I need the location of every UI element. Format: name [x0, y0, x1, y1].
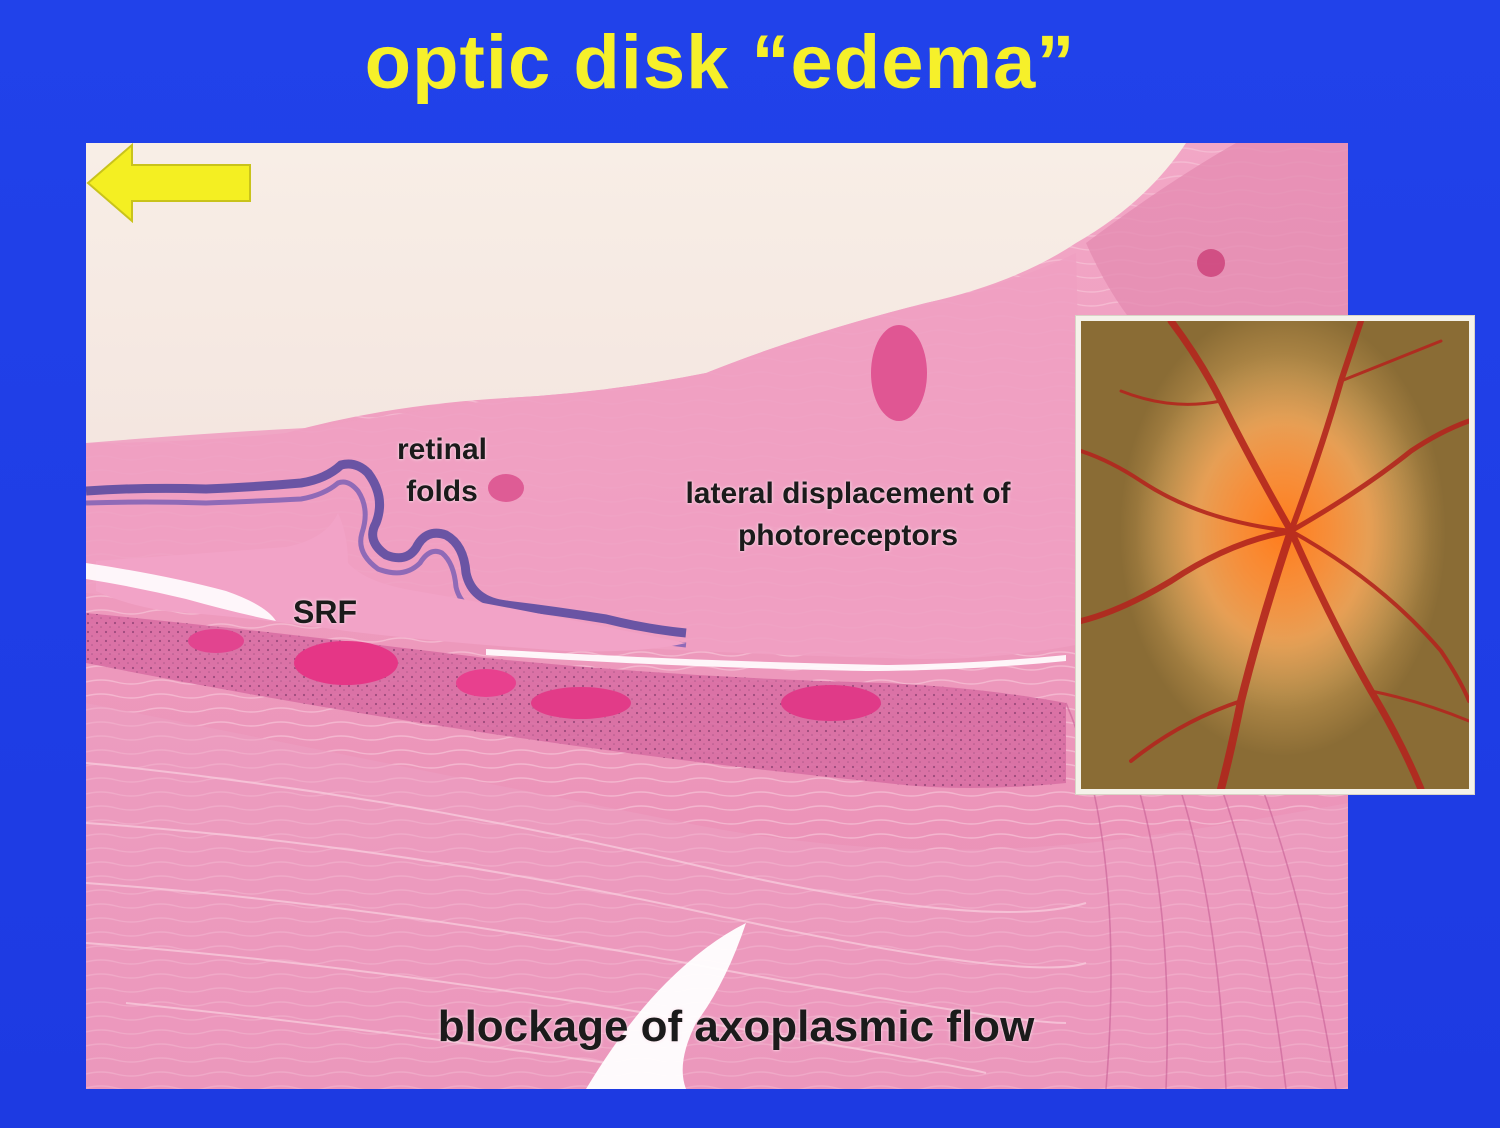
lateral-displacement-label-line2: photoreceptors — [737, 519, 959, 552]
srf-label: SRF — [293, 594, 357, 630]
caption-label: blockage of axoplasmic flow — [437, 1002, 1035, 1051]
retinal-folds-label-line1: retinal — [396, 433, 488, 466]
slide-title: optic disk “edema” — [364, 20, 1076, 105]
retinal-folds-label: retinal folds — [382, 429, 502, 513]
lateral-displacement-label: lateral displacement of photoreceptors — [646, 473, 1050, 557]
retinal-folds-label-line2: folds — [406, 475, 478, 508]
fundus-photo-content — [1081, 321, 1469, 789]
lateral-displacement-label-line1: lateral displacement of — [685, 477, 1011, 510]
retinal-vessels-illustration — [1081, 321, 1469, 789]
left-arrow-icon — [86, 143, 251, 223]
fundus-photograph-image — [1076, 316, 1474, 794]
